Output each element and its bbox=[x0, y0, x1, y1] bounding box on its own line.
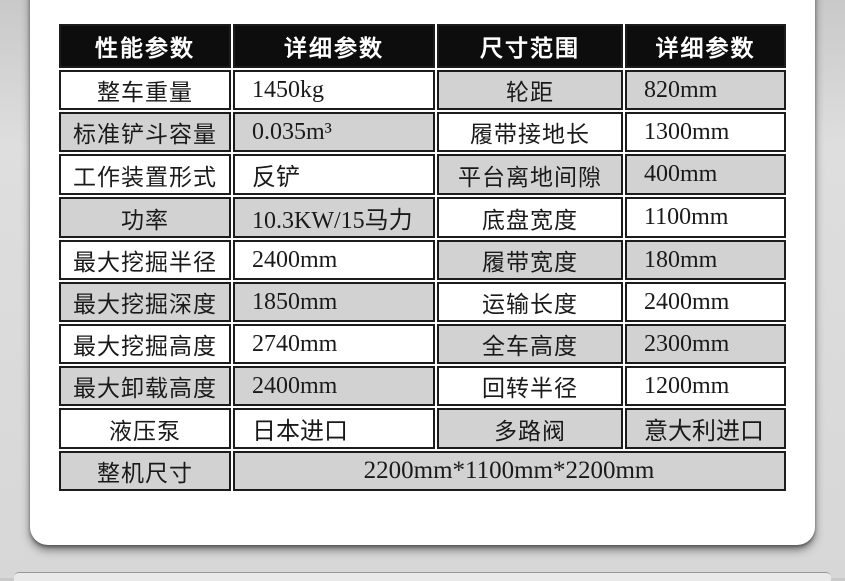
perf-value-cell: 日本进口 bbox=[233, 408, 435, 449]
perf-label-cell: 最大卸载高度 bbox=[59, 366, 231, 406]
size-label-cell: 履带宽度 bbox=[437, 240, 623, 280]
size-value-cell: 400mm bbox=[625, 154, 786, 195]
header-detail-params-right: 详细参数 bbox=[625, 24, 786, 68]
perf-label-cell: 标准铲斗容量 bbox=[59, 112, 231, 152]
perf-value-cell: 2400mm bbox=[233, 366, 435, 406]
perf-label-cell: 最大挖掘高度 bbox=[59, 324, 231, 364]
table-row: 工作装置形式 反铲 平台离地间隙 400mm bbox=[59, 154, 786, 195]
table-row: 最大卸载高度 2400mm 回转半径 1200mm bbox=[59, 366, 786, 406]
size-label-cell: 全车高度 bbox=[437, 324, 623, 364]
size-label-cell: 多路阀 bbox=[437, 408, 623, 449]
perf-label-cell: 工作装置形式 bbox=[59, 154, 231, 195]
table-row: 最大挖掘深度 1850mm 运输长度 2400mm bbox=[59, 282, 786, 322]
table-row: 液压泵 日本进口 多路阀 意大利进口 bbox=[59, 408, 786, 449]
header-row: 性能参数 详细参数 尺寸范围 详细参数 bbox=[59, 24, 786, 68]
size-label-cell: 履带接地长 bbox=[437, 112, 623, 152]
table-row: 最大挖掘高度 2740mm 全车高度 2300mm bbox=[59, 324, 786, 364]
size-value-cell: 820mm bbox=[625, 70, 786, 110]
perf-label-cell: 整车重量 bbox=[59, 70, 231, 110]
size-value-cell: 180mm bbox=[625, 240, 786, 280]
next-card-top-edge bbox=[14, 572, 831, 581]
header-detail-params-left: 详细参数 bbox=[233, 24, 435, 68]
perf-label-cell: 最大挖掘半径 bbox=[59, 240, 231, 280]
size-label-cell: 运输长度 bbox=[437, 282, 623, 322]
size-label-cell: 底盘宽度 bbox=[437, 197, 623, 238]
overall-size-label: 整机尺寸 bbox=[59, 451, 231, 491]
size-value-cell: 1300mm bbox=[625, 112, 786, 152]
header-performance-params: 性能参数 bbox=[59, 24, 231, 68]
size-value-cell: 2400mm bbox=[625, 282, 786, 322]
perf-label-cell: 功率 bbox=[59, 197, 231, 238]
size-label-cell: 回转半径 bbox=[437, 366, 623, 406]
size-value-cell: 2300mm bbox=[625, 324, 786, 364]
size-value-cell: 意大利进口 bbox=[625, 408, 786, 449]
perf-value-cell: 反铲 bbox=[233, 154, 435, 195]
perf-value-cell: 2740mm bbox=[233, 324, 435, 364]
table-row: 整车重量 1450kg 轮距 820mm bbox=[59, 70, 786, 110]
size-value-cell: 1200mm bbox=[625, 366, 786, 406]
size-value-cell: 1100mm bbox=[625, 197, 786, 238]
perf-label-cell: 最大挖掘深度 bbox=[59, 282, 231, 322]
size-label-cell: 平台离地间隙 bbox=[437, 154, 623, 195]
table-row: 标准铲斗容量 0.035m³ 履带接地长 1300mm bbox=[59, 112, 786, 152]
overall-size-row: 整机尺寸 2200mm*1100mm*2200mm bbox=[59, 451, 786, 491]
perf-value-cell: 1450kg bbox=[233, 70, 435, 110]
perf-label-cell: 液压泵 bbox=[59, 408, 231, 449]
perf-value-cell: 0.035m³ bbox=[233, 112, 435, 152]
perf-value-cell: 10.3KW/15马力 bbox=[233, 197, 435, 238]
table-row: 最大挖掘半径 2400mm 履带宽度 180mm bbox=[59, 240, 786, 280]
overall-size-value: 2200mm*1100mm*2200mm bbox=[233, 451, 786, 491]
header-size-range: 尺寸范围 bbox=[437, 24, 623, 68]
spec-table: 性能参数 详细参数 尺寸范围 详细参数 整车重量 1450kg 轮距 820mm… bbox=[57, 22, 788, 493]
perf-value-cell: 1850mm bbox=[233, 282, 435, 322]
perf-value-cell: 2400mm bbox=[233, 240, 435, 280]
table-row: 功率 10.3KW/15马力 底盘宽度 1100mm bbox=[59, 197, 786, 238]
size-label-cell: 轮距 bbox=[437, 70, 623, 110]
